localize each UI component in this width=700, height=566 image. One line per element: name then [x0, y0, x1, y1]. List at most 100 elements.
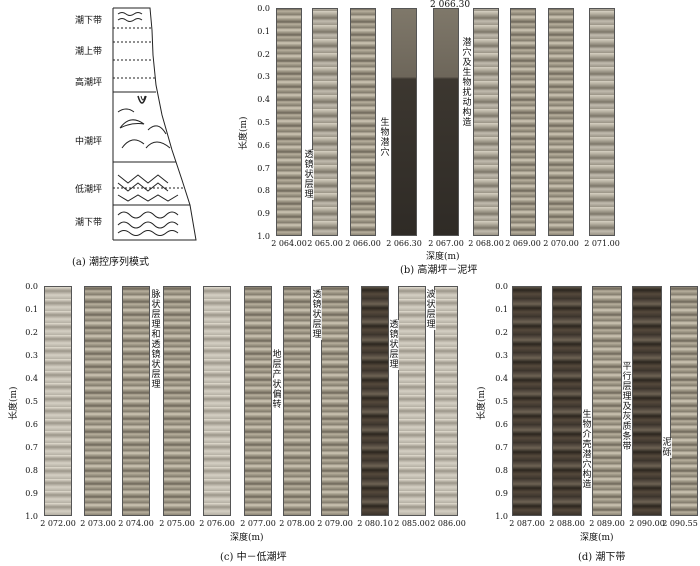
panel-b-ytick: 0.6: [257, 140, 270, 150]
panel-d-ytick: 0.4: [495, 374, 508, 383]
panel-c-ytick: 0.1: [25, 305, 38, 314]
core-d-4: [632, 286, 662, 516]
annotation-burrows-bioturbation-b: 潜穴及生物扰动构造: [462, 38, 472, 128]
panel-b-top-depth: 2 066.30: [430, 0, 471, 10]
core-c-9: [361, 286, 389, 516]
panel-d-ytick: 1.0: [495, 512, 508, 521]
core-c-5: [203, 286, 231, 516]
panel-b-ytick: 0.3: [257, 72, 270, 82]
panel-d-xtick: 2 087.00: [509, 519, 545, 528]
panel-d-caption: (d) 潮下带: [578, 552, 626, 563]
panel-b-xtick: 2 069.00: [505, 239, 541, 248]
panel-b-caption: (b) 高潮坪－泥坪: [400, 265, 478, 276]
annotation-lenticular-bedding-c2: 透镜状层理: [389, 320, 399, 370]
core-c-7: [283, 286, 311, 516]
panel-d-ytick: 0.6: [495, 420, 508, 429]
panel-d-ytick: 0.0: [495, 282, 508, 291]
panel-d-cores: 长度(m) 0.0 0.1 0.2 0.3 0.4 0.5 0.6 0.7 0.8 0.9 1.0 …: [470, 280, 700, 566]
zone-label-low-tidal-flat: 低潮坪: [75, 185, 103, 195]
core-b-5: [433, 8, 459, 236]
panel-d-ytick: 0.3: [495, 351, 508, 360]
panel-b-xtick: 2 071.00: [584, 239, 620, 248]
core-d-1: [512, 286, 542, 516]
panel-c-ytick: 0.8: [25, 466, 38, 475]
core-b-4: [391, 8, 417, 236]
annotation-shell-burrow-d: 生物介壳潜穴构造: [582, 410, 592, 490]
panel-b-xtick: 2 070.00: [543, 239, 579, 248]
panel-c-ytick: 0.3: [25, 351, 38, 360]
panel-c-xtick: 2 078.00: [279, 519, 315, 528]
panel-b-ytick: 0.9: [257, 209, 270, 219]
panel-c-ytick: 0.9: [25, 489, 38, 498]
zone-label-subtidal-bottom: 潮下带: [75, 218, 103, 228]
core-b-1: [276, 8, 302, 236]
panel-c-xaxis-label: 深度(m): [230, 533, 264, 543]
panel-d-ytick: 0.9: [495, 489, 508, 498]
panel-b-ytick: 0.8: [257, 186, 270, 196]
core-b-2: [312, 8, 338, 236]
panel-c-ytick: 0.4: [25, 374, 38, 383]
panel-d-xtick: 2 088.00: [549, 519, 585, 528]
panel-b-xtick: 2 066.30: [386, 239, 422, 248]
panel-b-ytick: 1.0: [257, 232, 270, 241]
annotation-parallel-bedding-d: 平行层理及灰质条带: [622, 362, 632, 452]
zone-label-high-tidal-flat: 高潮坪: [75, 78, 103, 88]
panel-c-xtick: 2 076.00: [199, 519, 235, 528]
zone-label-subtidal-top: 潮下带: [75, 16, 103, 26]
panel-b-xtick: 2 067.00: [428, 239, 464, 248]
panel-c-xtick: 2 085.00: [394, 519, 430, 528]
panel-b-ytick: 0.1: [257, 26, 270, 36]
core-c-11: [434, 286, 458, 516]
core-c-3: [122, 286, 150, 516]
core-c-4: [163, 286, 191, 516]
panel-c-xtick: 2 080.10: [357, 519, 393, 528]
panel-d-ytick: 0.8: [495, 466, 508, 475]
panel-d-xaxis-label: 深度(m): [580, 533, 614, 543]
panel-c-ytick: 0.2: [25, 328, 38, 337]
panel-d-ytick: 0.7: [495, 443, 508, 452]
zone-label-middle-tidal-flat: 中潮坪: [75, 137, 103, 147]
panel-b-ytick: 0.2: [257, 49, 270, 59]
panel-b-xtick: 2 068.00: [468, 239, 504, 248]
panel-b-xaxis-label: 深度(m): [426, 252, 460, 262]
panel-c-cores: 长度(m) 0.0 0.1 0.2 0.3 0.4 0.5 0.6 0.7 0.8 0.9 1.0 …: [0, 280, 466, 566]
panel-b-xtick: 2 065.00: [307, 239, 343, 248]
annotation-flaser-lenticular-c: 脉状层理和透镜状层理: [151, 290, 161, 390]
panel-d-ytick: 0.2: [495, 328, 508, 337]
annotation-mud-gravel-d: 泥砾: [662, 438, 672, 458]
panel-b-ytick: 0.5: [257, 118, 270, 127]
core-b-7: [510, 8, 536, 236]
panel-c-ytick: 0.6: [25, 420, 38, 429]
core-b-9: [589, 8, 615, 236]
panel-a-caption: (a) 潮控序列模式: [72, 257, 149, 268]
annotation-lenticular-bedding-c1: 透镜状层理: [312, 290, 322, 340]
panel-c-caption: (c) 中－低潮坪: [220, 552, 287, 563]
panel-c-ytick: 0.7: [25, 443, 38, 452]
panel-b-ytick: 0.7: [257, 163, 270, 173]
core-b-8: [548, 8, 574, 236]
panel-c-ytick: 0.0: [25, 282, 38, 291]
annotation-strata-deflection-c: 地层产状偏转: [272, 350, 282, 410]
core-d-2: [552, 286, 582, 516]
core-d-5: [670, 286, 698, 516]
panel-d-ytick: 0.5: [495, 397, 508, 406]
core-b-6: [473, 8, 499, 236]
panel-c-ytick: 0.5: [25, 397, 38, 406]
annotation-wavy-bedding-c: 波状层理: [426, 290, 436, 330]
panel-c-xtick: 2 075.00: [159, 519, 195, 528]
panel-c-xtick: 2 072.00: [40, 519, 76, 528]
core-c-2: [84, 286, 112, 516]
panel-b-cores: 长度(m) 0.0 0.1 0.2 0.3 0.4 0.5 0.6 0.7 0.8 0.9 1.0 …: [230, 0, 650, 280]
panel-d-xtick: 2 089.00: [589, 519, 625, 528]
tidal-sequence-diagram: [112, 7, 197, 241]
core-c-10: [398, 286, 426, 516]
panel-b-xtick: 2 066.00: [345, 239, 381, 248]
annotation-lenticular-bedding-b: 透镜状层理: [304, 150, 314, 200]
panel-c-ytick: 1.0: [25, 512, 38, 521]
zone-label-supratidal: 潮上带: [75, 47, 103, 57]
panel-b-xtick: 2 064.00: [271, 239, 307, 248]
core-b-3: [350, 8, 376, 236]
core-c-6: [244, 286, 272, 516]
panel-c-xtick: 2 086.00: [430, 519, 466, 528]
panel-c-xtick: 2 077.00: [240, 519, 276, 528]
